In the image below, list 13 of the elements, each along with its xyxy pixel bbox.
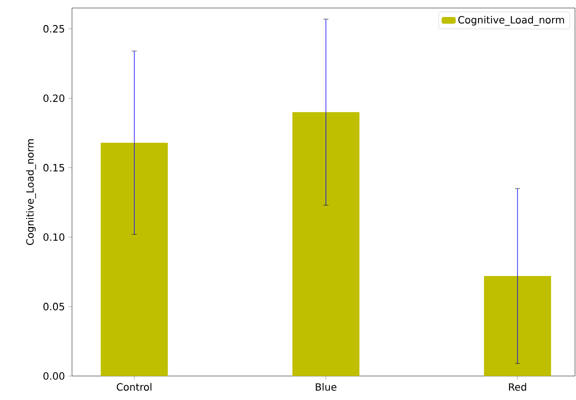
- y-tick-label: 0.25: [43, 25, 64, 33]
- bar: [100, 142, 168, 376]
- y-tick-label: 0.05: [43, 302, 64, 310]
- x-tick-label: Blue: [316, 383, 336, 391]
- y-axis-title: Cognitive_Load_norm: [26, 139, 36, 245]
- y-tick-label: 0.15: [43, 164, 64, 172]
- y-tick-label: 0.10: [43, 233, 64, 241]
- y-tick-label: 0.20: [43, 94, 64, 102]
- y-tick-label: 0.00: [43, 372, 64, 380]
- legend-label: Cognitive_Load_norm: [458, 16, 564, 26]
- x-tick-label: Red: [509, 383, 526, 391]
- bar: [292, 112, 360, 376]
- x-tick-label: Control: [116, 383, 152, 391]
